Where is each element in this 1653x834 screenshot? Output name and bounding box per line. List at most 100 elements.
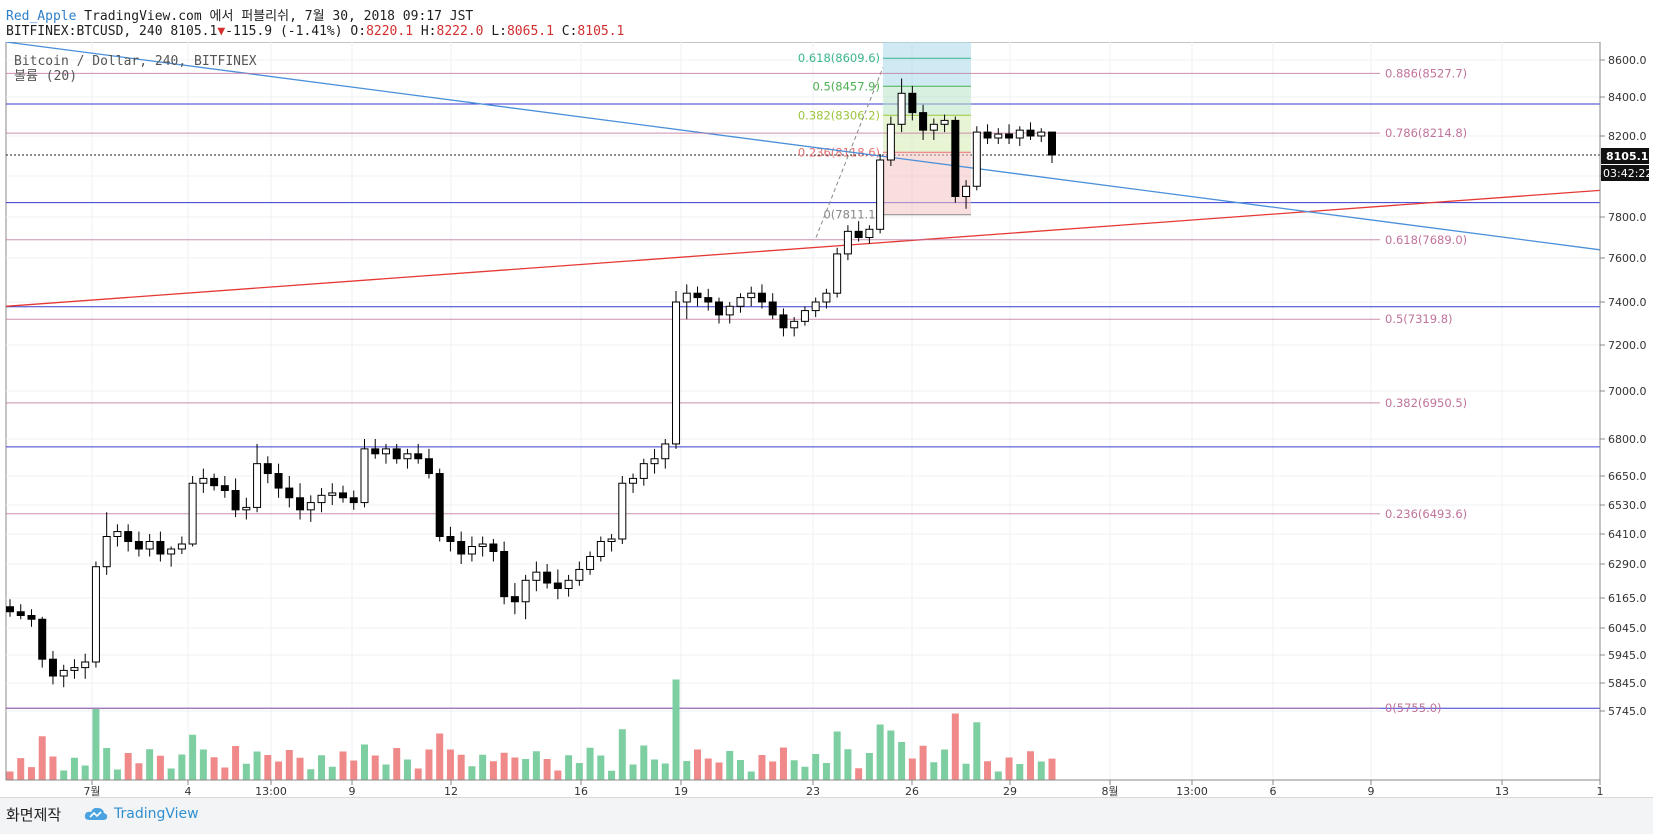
y-tick-label: 6165.0 <box>1608 592 1647 605</box>
fib-zone-label: 0.618(8609.6) <box>798 51 880 65</box>
volume-bar <box>92 709 100 780</box>
candle-body <box>220 485 229 491</box>
y-tick-label: 6045.0 <box>1608 622 1647 635</box>
volume-bar <box>844 749 852 780</box>
volume-bar <box>586 747 594 780</box>
candle-body <box>349 497 358 504</box>
candle-body <box>532 571 541 581</box>
fib-level-label: 0.5(7319.8) <box>1385 312 1453 326</box>
y-tick-label: 6410.0 <box>1608 528 1647 541</box>
volume-bar <box>522 759 530 780</box>
grid <box>6 42 1601 780</box>
volume-bar <box>253 751 261 780</box>
candle-body <box>457 541 466 555</box>
x-tick-label: 26 <box>905 785 919 797</box>
candle-body <box>1026 129 1035 137</box>
candle-body <box>962 185 971 197</box>
volume-bar <box>887 730 895 780</box>
volume-bar <box>532 751 540 780</box>
plot-area[interactable] <box>5 42 1601 781</box>
candle-body <box>543 571 552 584</box>
candle-body <box>618 482 627 540</box>
volume-bar <box>715 762 723 780</box>
countdown-box <box>1601 165 1649 181</box>
candle-body <box>843 230 852 255</box>
candle-body <box>102 536 111 568</box>
time-axis[interactable]: 7월 4 13:00 9 12 16 19 23 26 29 8월 13:00 6 9 13 1 <box>6 779 1604 797</box>
volume-bar <box>833 731 841 780</box>
candle-body <box>296 497 305 511</box>
candle-body <box>167 548 176 555</box>
candle-body <box>435 473 444 537</box>
volume-bar <box>1016 764 1024 780</box>
volume-bar <box>307 769 315 780</box>
last-price-tag-value: 8105.1 <box>1606 150 1648 163</box>
volume-bar <box>27 767 35 780</box>
volume-bar <box>189 734 197 780</box>
candle-body <box>381 448 390 455</box>
candle-body <box>274 473 283 489</box>
footer-label: 화면제작 <box>6 806 62 824</box>
candle-body <box>886 123 895 161</box>
fib-level-label: 0.382(6950.5) <box>1385 396 1467 410</box>
y-tick-label: 6290.0 <box>1608 558 1647 571</box>
volume-bar <box>543 759 551 780</box>
price-axis[interactable]: 8600.08400.08200.08000.07800.07600.07400… <box>1600 54 1647 718</box>
publish-text: TradingView.com 에서 퍼블리쉬, 7월 30, 2018 09:… <box>84 9 474 24</box>
candle-body <box>779 314 788 329</box>
volume-bar <box>608 770 616 780</box>
volume-bar <box>694 749 702 780</box>
candle-body <box>371 448 380 455</box>
volume-bar <box>328 766 336 780</box>
volume-bar <box>446 749 454 780</box>
candle-body <box>500 551 509 598</box>
x-tick-label: 16 <box>574 785 588 797</box>
volume-bar <box>49 756 57 780</box>
volume-bar <box>769 761 777 780</box>
candle-body <box>489 543 498 552</box>
candle-body <box>725 305 734 316</box>
volume-bar <box>919 745 927 780</box>
fib-zone-band <box>883 42 971 87</box>
close-label: C: <box>561 24 578 39</box>
trend-line-resistance <box>5 42 1601 251</box>
candle-body <box>811 301 820 312</box>
candle-body <box>403 453 412 460</box>
volume-bar <box>597 755 605 780</box>
candle-body <box>1015 129 1024 139</box>
candle-body <box>124 531 133 543</box>
volume-bar <box>393 748 401 780</box>
candle-body <box>682 292 691 303</box>
candle-body <box>704 297 713 303</box>
fib-retracement: 0.886(8527.7) 0.786(8214.8) 0.618(7689.0) 0… <box>6 66 1467 715</box>
candle-body <box>736 297 745 307</box>
candle-body <box>983 131 992 139</box>
x-tick-label: 7월 <box>83 785 100 797</box>
candle-body <box>596 541 605 557</box>
x-tick-label: 29 <box>1003 785 1017 797</box>
candle-body <box>156 541 165 555</box>
last-price: 8105.1 <box>170 24 218 39</box>
candle-body <box>38 618 47 660</box>
candle-body <box>253 463 262 508</box>
publish-info: Red_Apple TradingView.com 에서 퍼블리쉬, 7월 30… <box>6 5 473 24</box>
y-tick-label: 7200.0 <box>1608 339 1647 352</box>
chart-header: Red_Apple TradingView.com 에서 퍼블리쉬, 7월 30… <box>0 0 1653 42</box>
footer-brand[interactable]: TradingView <box>114 806 199 822</box>
price-chart[interactable]: 0.618(8609.6) 0.5(8457.9) 0.382(8306.2) 0.2… <box>0 42 1653 797</box>
fib-level-label: 0.618(7689.0) <box>1385 233 1467 247</box>
volume-bar <box>38 736 46 780</box>
tradingview-cloud-icon[interactable] <box>84 806 108 826</box>
fib-zone-band <box>883 86 971 116</box>
high-label: H: <box>420 24 437 39</box>
fib-level-label: 0.886(8527.7) <box>1385 66 1467 80</box>
volume-bar <box>264 755 272 780</box>
author-link[interactable]: Red_Apple <box>6 9 77 24</box>
candle-body <box>392 448 401 460</box>
x-tick-label: 23 <box>806 785 820 797</box>
volume-bar <box>167 768 175 780</box>
volume-bar <box>801 766 809 780</box>
volume-bar <box>242 763 250 780</box>
x-tick-label: 9 <box>1368 785 1375 797</box>
close-value: 8105.1 <box>577 24 625 39</box>
